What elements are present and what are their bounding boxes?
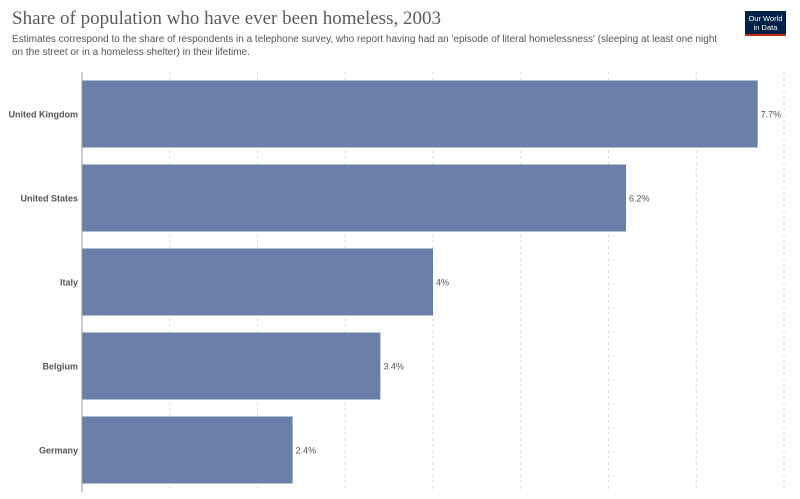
logo-line-2: in Data	[753, 22, 778, 32]
value-label: 6.2%	[629, 194, 650, 204]
bars: United Kingdom 7.7% United States 6.2% Italy…	[9, 80, 782, 484]
chart-subtitle: Estimates correspond to the share of res…	[12, 34, 718, 58]
category-label: Italy	[60, 278, 78, 288]
category-label: United States	[20, 194, 78, 204]
category-label: United Kingdom	[9, 110, 79, 120]
value-label: 3.4%	[383, 362, 404, 372]
logo-line-1: Our World	[748, 14, 783, 23]
bar[interactable]	[82, 164, 627, 232]
category-label: Germany	[39, 446, 78, 456]
value-label: 4%	[436, 278, 449, 288]
category-label: Belgium	[42, 362, 78, 372]
bar[interactable]	[82, 80, 758, 148]
bar[interactable]	[82, 248, 433, 316]
owid-logo[interactable]: Our World in Data	[745, 11, 786, 36]
value-label: 7.7%	[761, 110, 782, 120]
bar[interactable]	[82, 416, 293, 484]
bar[interactable]	[82, 332, 381, 400]
chart-title: Share of population who have ever been h…	[12, 8, 441, 29]
value-label: 2.4%	[296, 446, 317, 456]
